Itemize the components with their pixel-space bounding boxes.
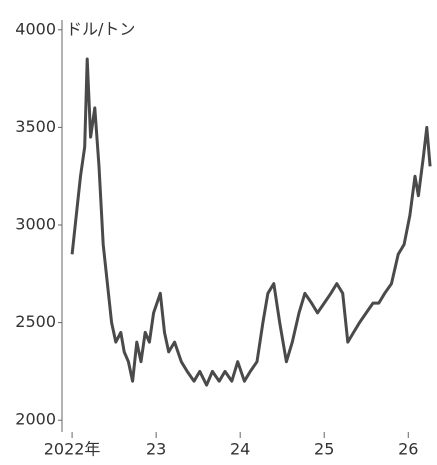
x-tick-label: 2022年 — [44, 440, 101, 459]
x-tick-label: 26 — [398, 440, 418, 459]
x-tick-label: 24 — [230, 440, 250, 459]
y-tick-label: 3000 — [15, 215, 56, 234]
x-tick-label: 25 — [314, 440, 334, 459]
line — [70, 57, 432, 387]
y-tick-label: 3500 — [15, 117, 56, 136]
y-tick-label: 2000 — [15, 410, 56, 429]
y-tick-label: 2500 — [15, 312, 56, 331]
y-tick-label: 4000 — [15, 19, 56, 38]
y-axis-label: ドル/トン — [66, 20, 135, 39]
x-tick-label: 23 — [146, 440, 166, 459]
